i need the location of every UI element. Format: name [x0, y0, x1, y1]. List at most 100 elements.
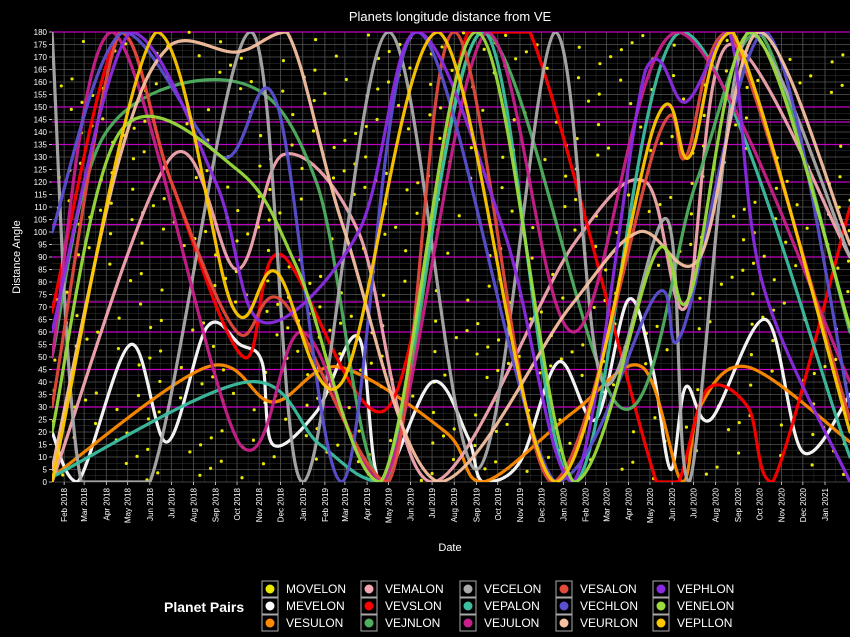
legend-swatch [559, 601, 569, 611]
movelon-dot [626, 193, 631, 197]
movelon-dot [261, 462, 266, 466]
movelon-dot [830, 60, 834, 64]
movelon-dot [594, 244, 598, 249]
x-tick-label: Jun 2020 [668, 487, 677, 520]
legend-label: VEPHLON [677, 582, 734, 596]
movelon-dot [639, 125, 643, 129]
movelon-dot [206, 108, 211, 112]
movelon-dot [403, 279, 407, 283]
legend-swatch [463, 584, 473, 594]
movelon-dot [275, 333, 279, 337]
movelon-dot [665, 348, 669, 352]
movelon-dot [239, 56, 243, 60]
movelon-dot [314, 38, 318, 42]
movelon-dot [724, 69, 729, 73]
legend-swatch [463, 618, 473, 628]
y-tick-label: 80 [38, 278, 47, 287]
movelon-dot [429, 82, 433, 87]
movelon-dot [731, 214, 736, 218]
movelon-dot [604, 268, 608, 272]
movelon-dot [376, 56, 381, 61]
legend-swatch [364, 584, 374, 594]
movelon-dot [221, 368, 226, 372]
movelon-dot [101, 117, 105, 121]
movelon-dot [109, 201, 113, 205]
movelon-dot [784, 240, 788, 244]
y-tick-label: 165 [34, 66, 48, 75]
movelon-dot [671, 73, 676, 78]
movelon-dot [669, 195, 673, 200]
legend-swatch [656, 601, 666, 611]
movelon-dot [338, 352, 342, 356]
movelon-dot [454, 335, 458, 340]
movelon-dot [443, 373, 447, 377]
movelon-dot [737, 420, 741, 425]
x-tick-label: May 2019 [384, 487, 393, 523]
movelon-dot [405, 188, 409, 192]
movelon-dot [788, 57, 792, 62]
x-tick-label: Apr 2019 [363, 487, 372, 520]
movelon-dot [466, 298, 470, 302]
movelon-dot [631, 430, 636, 434]
movelon-dot [659, 141, 663, 146]
x-tick-label: Nov 2020 [777, 487, 786, 522]
movelon-dot [798, 81, 802, 85]
movelon-dot [266, 279, 270, 283]
y-tick-label: 95 [38, 241, 47, 250]
movelon-dot [741, 238, 746, 242]
movelon-dot [286, 326, 290, 330]
series-line-venelon [52, 32, 850, 482]
x-tick-label: Aug 2019 [450, 487, 459, 522]
movelon-dot [684, 425, 688, 429]
y-tick-label: 45 [38, 366, 47, 375]
y-tick-label: 155 [34, 91, 48, 100]
movelon-dot [465, 328, 469, 333]
movelon-dot [504, 33, 508, 37]
movelon-dot [577, 45, 581, 49]
y-tick-label: 120 [34, 178, 48, 187]
movelon-dot [182, 243, 186, 248]
movelon-dot [606, 146, 611, 150]
movelon-dot [296, 349, 300, 353]
movelon-dot [143, 119, 147, 123]
movelon-dot [847, 229, 850, 233]
y-tick-label: 20 [38, 428, 47, 437]
movelon-dot [554, 120, 558, 124]
movelon-dot [336, 443, 340, 447]
movelon-dot [158, 349, 163, 353]
y-tick-label: 160 [34, 78, 48, 87]
movelon-dot [214, 253, 218, 257]
movelon-dot [736, 451, 741, 455]
movelon-dot [452, 427, 456, 431]
x-tick-label: Oct 2019 [494, 487, 503, 520]
movelon-dot [314, 457, 318, 461]
movelon-dot [272, 455, 276, 459]
movelon-dot [136, 393, 141, 398]
movelon-dot [130, 218, 134, 222]
movelon-dot [779, 423, 784, 427]
movelon-dot [543, 158, 547, 162]
movelon-dot [485, 375, 489, 380]
legend-label: MEVELON [286, 599, 345, 613]
movelon-dot [506, 361, 511, 366]
movelon-dot [829, 90, 834, 94]
movelon-dot [128, 279, 133, 283]
movelon-dot [670, 134, 674, 139]
y-tick-label: 65 [38, 316, 47, 325]
x-axis-ticks: Feb 2018 Mar 2018 Apr 2018 May 2018 Jun 2018… [60, 482, 830, 523]
movelon-dot [438, 136, 442, 140]
movelon-dot [730, 275, 734, 279]
movelon-dot [187, 30, 191, 34]
movelon-dot [751, 292, 755, 296]
movelon-dot [339, 321, 343, 325]
movelon-dot [220, 429, 224, 433]
x-tick-label: Jun 2018 [146, 487, 155, 520]
movelon-dot [258, 164, 262, 168]
movelon-dot [839, 144, 843, 148]
x-tick-label: Feb 2020 [582, 487, 591, 521]
legend-swatch [559, 618, 569, 628]
movelon-dot [415, 211, 419, 215]
chart-title: Planets longitude distance from VE [349, 9, 552, 24]
movelon-dot [384, 171, 388, 175]
movelon-dot [576, 76, 581, 80]
